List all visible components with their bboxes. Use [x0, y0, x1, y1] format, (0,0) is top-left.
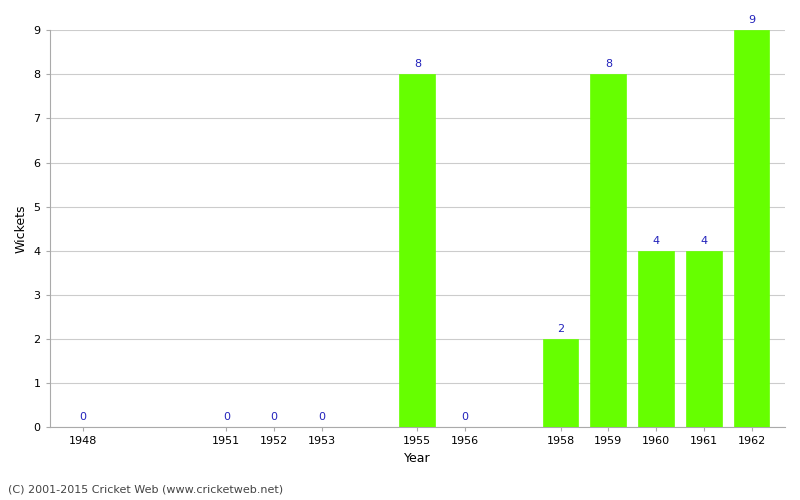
- Text: 8: 8: [414, 59, 421, 69]
- X-axis label: Year: Year: [404, 452, 430, 465]
- Text: 0: 0: [80, 412, 86, 422]
- Text: 0: 0: [223, 412, 230, 422]
- Bar: [542, 339, 578, 428]
- Bar: [686, 251, 722, 428]
- Text: 8: 8: [605, 59, 612, 69]
- Y-axis label: Wickets: Wickets: [15, 204, 28, 253]
- Text: 4: 4: [700, 236, 707, 246]
- Bar: [734, 30, 770, 427]
- Text: 2: 2: [557, 324, 564, 334]
- Text: 0: 0: [462, 412, 469, 422]
- Bar: [399, 74, 435, 428]
- Bar: [638, 251, 674, 428]
- Text: 0: 0: [270, 412, 278, 422]
- Text: (C) 2001-2015 Cricket Web (www.cricketweb.net): (C) 2001-2015 Cricket Web (www.cricketwe…: [8, 485, 283, 495]
- Bar: [590, 74, 626, 428]
- Text: 9: 9: [748, 15, 755, 25]
- Text: 4: 4: [653, 236, 660, 246]
- Text: 0: 0: [318, 412, 326, 422]
